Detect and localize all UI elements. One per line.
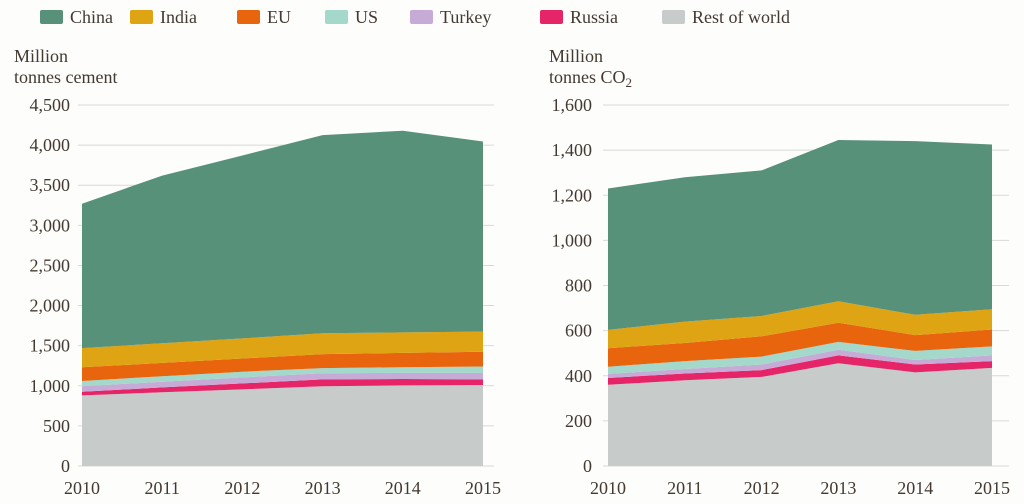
- legend-item-china: China: [40, 7, 113, 27]
- y-axis-tick-label: 3,500: [30, 175, 71, 195]
- cement-co2-emissions-chart: 0 200 400 600 800 1,000 1,200 1,400 1,600 2010 201…: [552, 95, 1011, 498]
- y-axis-tick-label: 1,000: [30, 376, 71, 396]
- area-rest-of-world: [608, 363, 992, 466]
- x-axis-year-label: 2014: [385, 478, 421, 498]
- y-axis-tick-label: 0: [583, 456, 592, 476]
- area-india: [608, 301, 992, 349]
- x-axis-year-label: 2015: [974, 478, 1010, 498]
- area-eu: [82, 351, 483, 381]
- area-rest-of-world: [82, 385, 483, 466]
- turkey-swatch-icon: [410, 10, 433, 24]
- area-china: [608, 140, 992, 330]
- area-russia: [82, 379, 483, 396]
- x-axis-year-label: 2010: [64, 478, 100, 498]
- left-chart-axis-title: Million tonnes cement: [14, 46, 118, 87]
- china-swatch-icon: [40, 10, 63, 24]
- y-axis-tick-label: 400: [565, 366, 592, 386]
- x-axis-year-label: 2014: [897, 478, 933, 498]
- legend-label-china: China: [70, 7, 113, 27]
- india-swatch-icon: [130, 10, 153, 24]
- eu-swatch-icon: [237, 10, 260, 24]
- y-axis-tick-label: 0: [61, 456, 70, 476]
- x-axis-year-label: 2011: [145, 478, 180, 498]
- y-axis-tick-label: 1,000: [552, 230, 593, 250]
- legend-label-turkey: Turkey: [440, 7, 492, 27]
- x-axis-year-label: 2012: [744, 478, 780, 498]
- y-axis-tick-label: 200: [565, 411, 592, 431]
- legend-item-eu: EU: [237, 7, 291, 27]
- legend-item-rest-of-world: Rest of world: [662, 7, 790, 27]
- y-axis-tick-label: 2,000: [30, 296, 71, 316]
- us-swatch-icon: [325, 10, 348, 24]
- y-axis-tick-label: 1,200: [552, 185, 593, 205]
- legend-label-us: US: [355, 7, 379, 27]
- legend-label-rest-of-world: Rest of world: [692, 7, 790, 27]
- cement-production-chart: 0 500 1,000 1,500 2,000 2,500 3,000 3,500 4,000 4…: [30, 95, 502, 498]
- y-axis-tick-label: 500: [43, 416, 70, 436]
- legend-label-eu: EU: [267, 7, 291, 27]
- x-axis-year-label: 2011: [667, 478, 702, 498]
- x-axis-year-label: 2013: [820, 478, 856, 498]
- y-axis-tick-label: 4,000: [30, 135, 71, 155]
- x-axis-year-label: 2013: [305, 478, 341, 498]
- y-axis-tick-label: 600: [565, 321, 592, 341]
- area-us: [82, 366, 483, 387]
- legend-item-turkey: Turkey: [410, 7, 491, 27]
- legend-label-russia: Russia: [570, 7, 619, 27]
- area-india: [82, 331, 483, 368]
- y-axis-tick-label: 1,400: [552, 140, 593, 160]
- area-turkey: [608, 349, 992, 378]
- area-russia: [608, 355, 992, 385]
- rest-of-world-swatch-icon: [662, 10, 685, 24]
- x-axis-year-label: 2012: [224, 478, 260, 498]
- right-chart-axis-title: Million tonnes CO2: [549, 46, 632, 90]
- y-axis-tick-label: 4,500: [30, 95, 71, 115]
- area-us: [608, 341, 992, 374]
- x-axis-year-label: 2010: [590, 478, 626, 498]
- area-turkey: [82, 372, 483, 392]
- y-axis-tick-label: 3,000: [30, 215, 71, 235]
- legend-item-us: US: [325, 7, 378, 27]
- area-eu: [608, 322, 992, 367]
- legend-item-india: India: [130, 7, 197, 27]
- y-axis-tick-label: 800: [565, 276, 592, 296]
- x-axis-year-label: 2015: [465, 478, 501, 498]
- y-axis-tick-label: 2,500: [30, 255, 71, 275]
- y-axis-tick-label: 1,500: [30, 336, 71, 356]
- area-china: [82, 130, 483, 349]
- russia-swatch-icon: [540, 10, 563, 24]
- legend-label-india: India: [160, 7, 197, 27]
- y-axis-tick-label: 1,600: [552, 95, 593, 115]
- legend-item-russia: Russia: [540, 7, 618, 27]
